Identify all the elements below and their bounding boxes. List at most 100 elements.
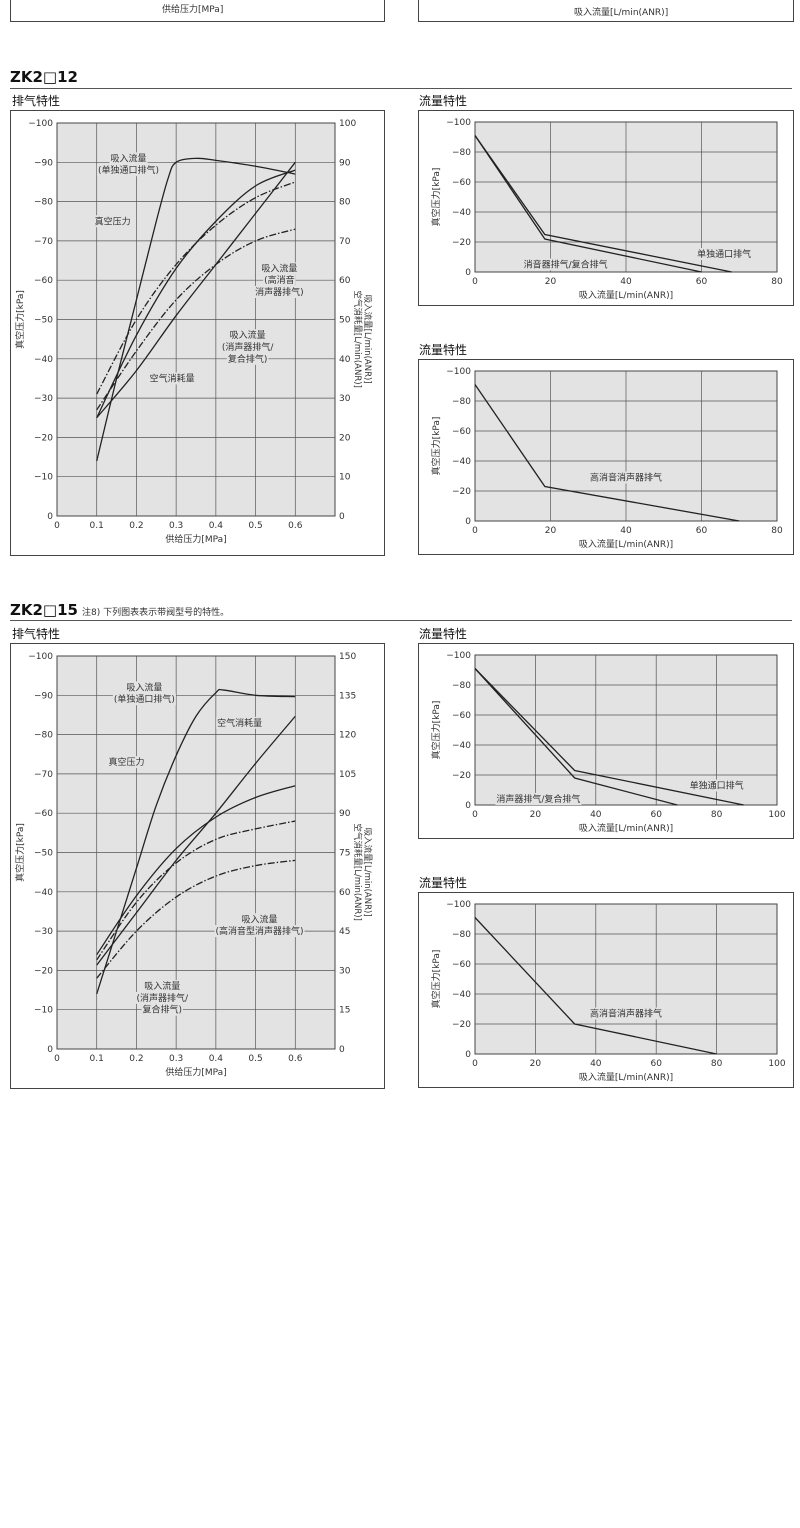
annotation-bg [125,681,164,694]
y2-tick-label: 120 [339,731,356,741]
annotation-label: 吸入流量 [261,262,297,274]
y-tick-label: −60 [452,178,471,188]
y-tick-label: −40 [452,741,471,751]
y-tick-label: −80 [452,148,471,158]
y2-tick-label: 20 [339,433,351,443]
x-tick-label: 0.1 [90,1054,104,1064]
x-tick-label: 80 [771,526,783,536]
x-tick-label: 40 [620,277,632,287]
y-axis-label: 真空压力[kPa] [430,701,442,760]
annotation-label: 高消音消声器排气 [590,1008,662,1020]
exhaust-title-zk2-15: 排气特性 [12,627,61,641]
exhaust-chart-zk2-12-svg: 0 −10 −20 −30 −40 −50 −60 −70 −80 −90 −100 0 0.1 0.2 0… [14,119,373,545]
y-tick-label: −20 [452,487,471,497]
x-axis-label: 吸入流量[L/min(ANR)] [579,822,673,834]
y-tick-label: −80 [34,198,53,208]
annotation-bg [588,1007,664,1020]
y-tick-label: −40 [452,208,471,218]
x-tick-label: 0 [54,1054,60,1064]
section-rule [10,620,792,621]
y-tick-label: −80 [452,397,471,407]
series-line-1 [96,785,296,956]
y-tick-label: −10 [34,1006,53,1016]
y2-tick-label: 70 [339,237,351,247]
annotation-label: 消声器排气) [255,286,304,298]
x-tick-label: 0.4 [209,1054,224,1064]
flow2-title-zk2-15: 流量特性 [419,876,468,890]
x-tick-label: 40 [590,1059,602,1069]
annotation-bg [107,756,146,769]
y-tick-label: −80 [452,930,471,940]
annotation-bg [109,152,148,165]
flow2-chart-zk2-15-svg: 0 −20 −40 −60 −80 −100 0 20 40 60 80 100 吸入流量[L/min(… [430,900,786,1083]
series-line-0 [474,668,744,806]
annotation-label: (高消音型消声器排气) [216,925,304,937]
x-tick-label: 40 [620,526,632,536]
series-line-4 [96,161,296,419]
series-line-3 [96,228,296,411]
exhaust-chart-zk2-15-svg: 0 −10 −20 −30 −40 −50 −60 −70 −80 −90 −100 0 0.1 0.2 0… [14,652,373,1078]
section-title-text: ZK2□15 [10,601,78,619]
y2-tick-label: 15 [339,1006,350,1016]
x-tick-label: 0.6 [288,521,303,531]
y-axis-label: 真空压力[kPa] [14,290,26,349]
x-tick-label: 0 [472,277,478,287]
annotation-label: (消声器排气/ [222,341,275,353]
x-tick-label: 60 [650,1059,662,1069]
flow2-chart-zk2-12-svg: 0 −20 −40 −60 −80 −100 0 20 40 60 80 吸入流量[L/min(ANR… [430,367,783,550]
flow1-title-zk2-15: 流量特性 [419,627,468,641]
annotation-label: 空气消耗量 [217,717,262,729]
annotation-label: (单独通口排气) [98,164,159,176]
y-tick-label: −70 [34,770,53,780]
x-axis-label: 供给压力[MPa] [165,1066,226,1078]
y-tick-label: −80 [34,731,53,741]
y2-tick-label: 10 [339,473,351,483]
series-line-2 [96,181,296,395]
y-tick-label: 0 [465,268,471,278]
annotation-bg [263,274,296,287]
flow2-chart-zk2-12: 0 −20 −40 −60 −80 −100 0 20 40 60 80 吸入流量[L/min(ANR… [418,359,794,555]
x-tick-label: 0.5 [248,521,262,531]
y2-tick-label: 45 [339,927,350,937]
y-tick-label: −40 [452,457,471,467]
section-title-zk2-15: ZK2□15 注8) 下列图表表示带阀型号的特性。 [10,601,229,619]
y-tick-label: −50 [34,316,53,326]
annotation-label: 复合排气) [228,353,268,365]
y2-tick-label: 40 [339,355,351,365]
y-axis-label: 真空压力[kPa] [430,417,442,476]
x-tick-label: 0.2 [129,1054,143,1064]
annotation-label: 单独通口排气 [690,780,744,792]
x-axis-label: 吸入流量[L/min(ANR)] [579,289,673,301]
y-tick-label: −100 [446,367,471,377]
x-tick-label: 60 [650,810,662,820]
annotation-bg [688,779,745,792]
y-tick-label: −40 [452,990,471,1000]
y-tick-label: −100 [446,651,471,661]
y-tick-label: −90 [34,691,53,701]
x-tick-label: 0.3 [169,521,183,531]
annotation-label: 消音器排气/复合排气 [524,259,608,271]
annotation-label: 吸入流量 [230,329,266,341]
x-tick-label: 60 [696,277,708,287]
annotation-label: 消声器排气/复合排气 [496,793,580,805]
x-axis-label: 吸入流量[L/min(ANR)] [579,538,673,550]
y-tick-label: −60 [452,960,471,970]
annotation-bg [214,925,305,938]
y-tick-label: −100 [28,652,53,662]
y-tick-label: −30 [34,394,53,404]
y2-tick-label: 30 [339,966,351,976]
x-tick-label: 0.1 [90,521,104,531]
y2-tick-label: 80 [339,198,351,208]
y-tick-label: −60 [34,809,53,819]
y2-axis-label: 吸入流量[L/min(ANR)] [362,295,373,384]
annotation-label: 吸入流量 [144,980,180,992]
annotation-bg [588,471,664,484]
series-line-0 [96,688,296,995]
annotation-bg [141,1003,184,1016]
y-tick-label: 0 [465,517,471,527]
y-tick-label: −60 [452,711,471,721]
section-title-text: ZK2□12 [10,68,78,86]
y-tick-label: −20 [452,238,471,248]
x-tick-label: 0 [472,810,478,820]
annotation-label: 吸入流量 [126,681,162,693]
